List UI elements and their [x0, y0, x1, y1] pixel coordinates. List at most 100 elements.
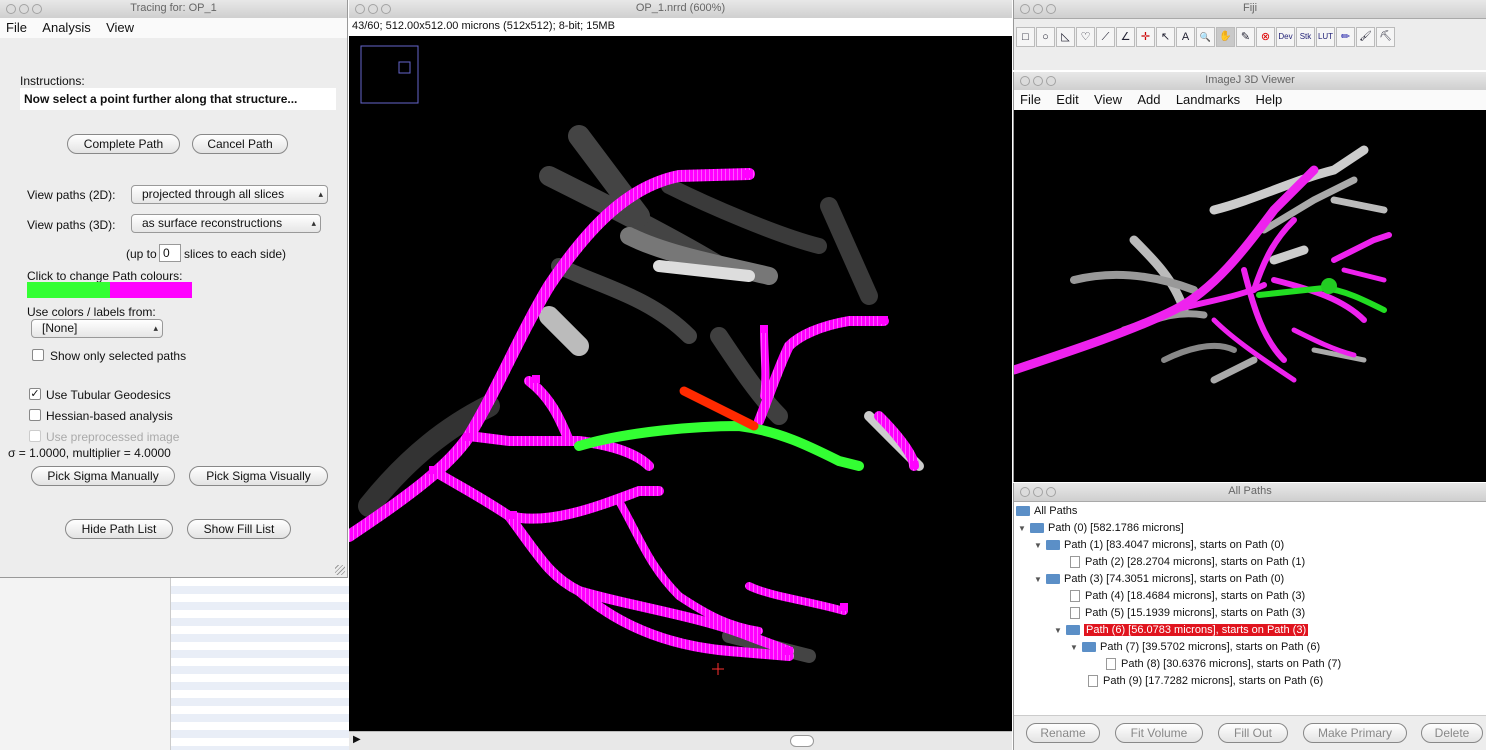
dropper-tool-icon[interactable]: ✎ [1236, 27, 1255, 47]
brush-tool-icon[interactable]: 🖌 [1356, 27, 1375, 47]
flood-tool-icon[interactable]: ⛏ [1376, 27, 1395, 47]
menu-add[interactable]: Add [1137, 92, 1161, 107]
tree-root[interactable]: All Paths [1016, 503, 1077, 519]
delete-button[interactable]: Delete [1421, 723, 1483, 743]
lut-tool-icon[interactable]: LUT [1316, 27, 1335, 47]
stk-tool-icon[interactable]: Stk [1296, 27, 1315, 47]
updown-arrows-icon: ▴ [153, 323, 158, 333]
view-3d-value: as surface reconstructions [142, 216, 283, 230]
viewer3d-canvas[interactable] [1014, 110, 1486, 482]
image-window: OP_1.nrrd (600%) 43/60; 512.00x512.00 mi… [349, 0, 1012, 750]
tree-row-path-9[interactable]: Path (9) [17.7282 microns], starts on Pa… [1088, 673, 1323, 689]
cancel-path-button[interactable]: Cancel Path [192, 134, 288, 154]
window-controls[interactable] [1020, 486, 1059, 500]
use-colors-value: [None] [42, 321, 78, 335]
image-canvas[interactable] [349, 36, 1012, 732]
wand-tool-icon[interactable]: ↖ [1156, 27, 1175, 47]
fit-volume-button[interactable]: Fit Volume [1115, 723, 1203, 743]
tree-row-path-5[interactable]: Path (5) [15.1939 microns], starts on Pa… [1070, 605, 1305, 621]
oval-tool-icon[interactable]: ○ [1036, 27, 1055, 47]
angle-tool-icon[interactable]: ∠ [1116, 27, 1135, 47]
path-6 [754, 316, 889, 426]
grey-dendrites [358, 125, 924, 663]
folder-icon [1016, 506, 1030, 517]
pick-sigma-visually-button[interactable]: Pick Sigma Visually [189, 466, 328, 486]
show-fill-list-button[interactable]: Show Fill List [187, 519, 291, 539]
view-3d-select[interactable]: as surface reconstructions ▴ [131, 214, 321, 233]
scrollbar-thumb[interactable] [790, 735, 814, 747]
menu-view[interactable]: View [1094, 92, 1122, 107]
fiji-window: Fiji □ ○ ◺ ♡ ⟋ ∠ ✛ ↖ A 🔍 ✋ ✎ ⊗ Dev Stk LUT ✏ 🖌 ⛏ [1013, 0, 1486, 70]
magnifier-tool-icon[interactable]: 🔍 [1196, 27, 1215, 47]
resize-grip-icon[interactable] [335, 565, 345, 575]
red-segment [679, 386, 759, 431]
point-tool-icon[interactable]: ✛ [1136, 27, 1155, 47]
disclosure-triangle-icon[interactable]: ▼ [1034, 575, 1042, 584]
tree-row-path-8[interactable]: Path (8) [30.6376 microns], starts on Pa… [1106, 656, 1341, 672]
show-selected-checkbox[interactable] [32, 349, 44, 361]
complete-path-button[interactable]: Complete Path [67, 134, 180, 154]
use-colors-select[interactable]: [None] ▴ [31, 319, 163, 338]
view-2d-select[interactable]: projected through all slices ▴ [131, 185, 328, 204]
hand-tool-icon[interactable]: ✋ [1216, 27, 1235, 47]
viewer3d-titlebar: ImageJ 3D Viewer [1014, 72, 1486, 91]
tracing-menubar: File Analysis View [0, 18, 347, 38]
colour-swatch-b[interactable] [110, 282, 192, 298]
tree-row-path-4[interactable]: Path (4) [18.4684 microns], starts on Pa… [1070, 588, 1305, 604]
text-tool-icon[interactable]: A [1176, 27, 1195, 47]
disclosure-triangle-icon[interactable]: ▼ [1054, 626, 1062, 635]
make-primary-button[interactable]: Make Primary [1303, 723, 1407, 743]
tree-row-path-1[interactable]: ▼ Path (1) [83.4047 microns], starts on P… [1034, 537, 1284, 553]
window-controls[interactable] [1020, 75, 1059, 89]
colour-swatch-a[interactable] [27, 282, 110, 298]
horizontal-scrollbar[interactable]: ▶ [349, 731, 1012, 750]
disclosure-triangle-icon[interactable]: ▼ [1034, 541, 1042, 550]
upto-input[interactable]: 0 [159, 244, 181, 262]
green-node [1321, 278, 1337, 294]
window-controls[interactable] [355, 3, 394, 17]
tree-row-label: Path (5) [15.1939 microns], starts on Pa… [1085, 607, 1306, 619]
menu-landmarks[interactable]: Landmarks [1175, 92, 1241, 107]
window-controls[interactable] [6, 3, 45, 17]
window-controls[interactable] [1020, 3, 1059, 17]
tree-row-path-2[interactable]: Path (2) [28.2704 microns], starts on Pa… [1070, 554, 1305, 570]
menu-help[interactable]: Help [1255, 92, 1283, 107]
hessian-label: Hessian-based analysis [46, 409, 173, 423]
all-paths-button-bar: Rename Fit Volume Fill Out Make Primary … [1014, 715, 1486, 750]
menu-analysis[interactable]: Analysis [42, 20, 91, 35]
viewer3d-menubar: File Edit View Add Landmarks Help [1014, 90, 1486, 110]
menu-file[interactable]: File [1020, 92, 1041, 107]
disclosure-triangle-icon[interactable]: ▼ [1070, 643, 1078, 652]
navigator-box[interactable] [360, 45, 419, 104]
menu-file[interactable]: File [6, 20, 27, 35]
hessian-checkbox[interactable] [29, 409, 41, 421]
tree-row-path-3[interactable]: ▼ Path (3) [74.3051 microns], starts on P… [1034, 571, 1284, 587]
rename-button[interactable]: Rename [1026, 723, 1100, 743]
pencil-tool-icon[interactable]: ✏ [1336, 27, 1355, 47]
menu-view[interactable]: View [106, 20, 135, 35]
folder-icon [1046, 540, 1060, 551]
hide-path-list-button[interactable]: Hide Path List [65, 519, 173, 539]
polygon-tool-icon[interactable]: ◺ [1056, 27, 1075, 47]
folder-icon [1066, 625, 1080, 636]
disclosure-triangle-icon[interactable]: ▼ [1018, 524, 1026, 533]
tree-row-path-0[interactable]: ▼ Path (0) [582.1786 microns] [1018, 520, 1184, 536]
dev-tool-icon[interactable]: Dev [1276, 27, 1295, 47]
play-icon[interactable]: ▶ [353, 734, 361, 745]
rectangle-tool-icon[interactable]: □ [1016, 27, 1035, 47]
folder-icon [1030, 523, 1044, 534]
tree-row-label: Path (1) [83.4047 microns], starts on Pa… [1064, 539, 1285, 551]
pick-sigma-manually-button[interactable]: Pick Sigma Manually [31, 466, 175, 486]
menu-edit[interactable]: Edit [1056, 92, 1079, 107]
line-tool-icon[interactable]: ⟋ [1096, 27, 1115, 47]
tree-row-path-6[interactable]: ▼ Path (6) [56.0783 microns], starts on P… [1054, 622, 1309, 638]
freehand-tool-icon[interactable]: ♡ [1076, 27, 1095, 47]
fill-out-button[interactable]: Fill Out [1218, 723, 1288, 743]
tree-row-path-7[interactable]: ▼ Path (7) [39.5702 microns], starts on P… [1070, 639, 1320, 655]
image-title: OP_1.nrrd (600%) [635, 2, 726, 14]
updown-arrows-icon: ▴ [311, 218, 316, 228]
cancel-tool-icon[interactable]: ⊗ [1256, 27, 1275, 47]
tree-row-label: Path (8) [30.6376 microns], starts on Pa… [1121, 658, 1342, 670]
use-tubular-checkbox[interactable]: ✓ [29, 388, 41, 400]
path-5 [574, 586, 794, 661]
